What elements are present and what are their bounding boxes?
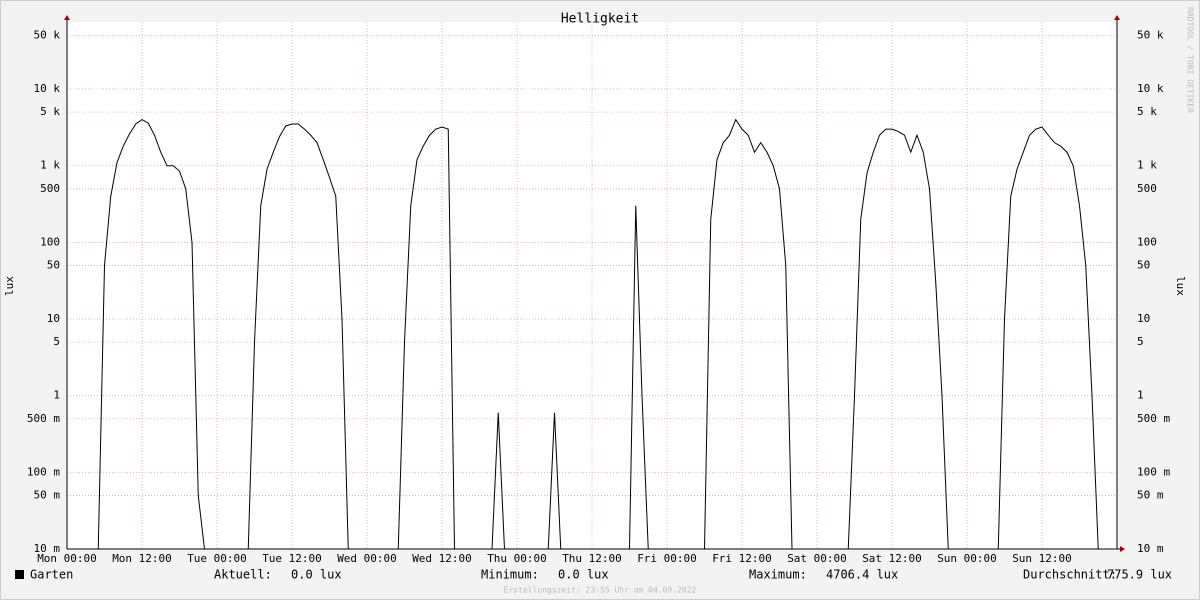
stat-label: Maximum: [749,568,807,582]
y-tick-label: 500 [40,182,60,195]
y-tick-label: 5 k [40,105,60,118]
y-axis-label: lux [3,276,16,296]
y-tick-label: 1 [53,389,60,402]
y-tick-label: 50 [47,258,60,271]
y2-tick-label: 50 [1137,258,1150,271]
y2-tick-label: 10 m [1137,542,1164,555]
y2-axis-label: lux [1174,276,1187,296]
y-tick-label: 100 [40,235,60,248]
footer: Erstellungszeit: 23:55 Uhr am 04.09.2022 [504,586,697,595]
y-tick-label: 100 m [27,465,60,478]
stat-value: 775.9 lux [1107,568,1172,582]
y-tick-label: 50 k [34,28,61,41]
y2-tick-label: 100 [1137,235,1157,248]
y-tick-label: 10 m [34,542,61,555]
y2-tick-label: 50 m [1137,488,1164,501]
axis-arrow [64,15,70,20]
x-tick-label: Sat 12:00 [862,552,922,565]
stat-label: Durchschnitt: [1023,568,1117,582]
y-tick-label: 50 m [34,488,61,501]
y-tick-label: 500 m [27,412,60,425]
legend-label: Garten [30,568,73,582]
stat-label: Minimum: [481,568,539,582]
stat-value: 0.0 lux [291,568,342,582]
axis-arrow [1114,15,1120,20]
y2-tick-label: 5 [1137,335,1144,348]
y-tick-label: 1 k [40,159,60,172]
y2-tick-label: 500 m [1137,412,1170,425]
x-tick-label: Fri 12:00 [712,552,772,565]
x-tick-label: Thu 00:00 [487,552,547,565]
x-tick-label: Sat 00:00 [787,552,847,565]
y-tick-label: 5 [53,335,60,348]
y2-tick-label: 10 [1137,312,1150,325]
x-tick-label: Mon 12:00 [112,552,172,565]
watermark: RRDTOOL / TOBI OETIKER [1186,7,1195,113]
data-line [67,118,1117,550]
stat-label: Aktuell: [214,568,272,582]
y2-tick-label: 1 k [1137,159,1157,172]
y-tick-label: 10 [47,312,60,325]
chart-title: Helligkeit [561,12,639,27]
x-tick-label: Mon 00:00 [37,552,97,565]
x-tick-label: Fri 00:00 [637,552,697,565]
axis-arrow [1120,546,1125,552]
x-tick-label: Thu 12:00 [562,552,622,565]
stat-value: 0.0 lux [558,568,609,582]
x-tick-label: Wed 12:00 [412,552,472,565]
stat-value: 4706.4 lux [826,568,898,582]
y2-tick-label: 100 m [1137,465,1170,478]
x-tick-label: Tue 12:00 [262,552,322,565]
y2-tick-label: 1 [1137,389,1144,402]
x-tick-label: Sun 12:00 [1012,552,1072,565]
legend-swatch [15,570,24,579]
x-tick-label: Sun 00:00 [937,552,997,565]
x-tick-label: Tue 00:00 [187,552,247,565]
y2-tick-label: 10 k [1137,82,1164,95]
y2-tick-label: 50 k [1137,28,1164,41]
x-tick-label: Wed 00:00 [337,552,397,565]
y-tick-label: 10 k [34,82,61,95]
y2-tick-label: 500 [1137,182,1157,195]
y2-tick-label: 5 k [1137,105,1157,118]
